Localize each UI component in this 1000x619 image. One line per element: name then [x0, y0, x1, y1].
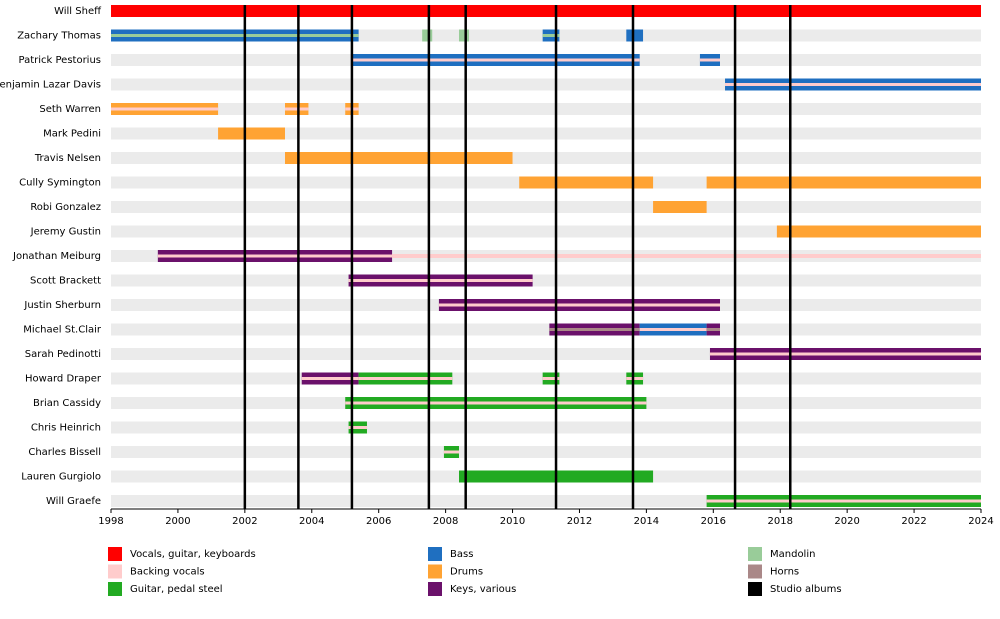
- x-tick-label: 2002: [232, 516, 257, 527]
- member-label: Travis Nelsen: [34, 153, 101, 164]
- legend-label: Bass: [450, 549, 473, 560]
- period-stripe: [725, 83, 981, 86]
- period-bar: [519, 176, 654, 189]
- member-label: Mark Pedini: [43, 129, 101, 140]
- x-tick-label: 1998: [98, 516, 123, 527]
- period-stripe: [542, 377, 560, 380]
- period-stripe: [111, 107, 219, 111]
- member-label: Sarah Pedinotti: [25, 349, 101, 360]
- row-band: [111, 274, 981, 287]
- period-bar: [653, 201, 707, 213]
- row-band: [111, 127, 981, 140]
- x-tick-label: 2000: [165, 516, 190, 527]
- period-stripe: [639, 328, 707, 331]
- period-stripe: [542, 34, 560, 37]
- x-tick-label: 2004: [299, 516, 324, 527]
- period-stripe: [438, 303, 720, 307]
- member-label: Scott Brackett: [30, 276, 101, 287]
- period-stripe: [301, 377, 359, 380]
- member-label: Lauren Gurgiolo: [21, 472, 101, 483]
- legend-swatch: [428, 547, 442, 561]
- legend-label: Drums: [450, 567, 483, 578]
- member-label: Charles Bissell: [28, 447, 101, 458]
- period-stripe: [351, 58, 640, 62]
- period-stripe: [709, 352, 981, 356]
- legend-swatch: [748, 547, 762, 561]
- legend-label: Horns: [770, 567, 799, 578]
- member-label: Michael St.Clair: [23, 325, 102, 336]
- member-label: Robi Gonzalez: [30, 202, 101, 213]
- x-tick-label: 2014: [634, 516, 659, 527]
- row-band: [111, 152, 981, 164]
- period-stripe: [157, 254, 393, 258]
- legend-swatch: [428, 564, 442, 579]
- period-bar: [776, 225, 981, 238]
- x-tick-label: 2006: [366, 516, 391, 527]
- row-band: [111, 446, 981, 458]
- member-label: Seth Warren: [39, 104, 101, 115]
- row-band: [111, 225, 981, 238]
- period-bar: [706, 176, 981, 189]
- period-bar: [459, 29, 470, 42]
- member-label: Zachary Thomas: [17, 31, 101, 42]
- row-band: [111, 323, 981, 336]
- row-band: [111, 201, 981, 213]
- period-stripe: [549, 328, 640, 331]
- member-label: Justin Sherburn: [23, 300, 101, 311]
- period-stripe: [443, 450, 459, 454]
- member-label: Jonathan Meiburg: [12, 251, 101, 262]
- x-tick-label: 2024: [968, 516, 993, 527]
- legend-swatch: [108, 582, 122, 596]
- period-bar: [422, 29, 433, 42]
- legend-swatch: [748, 564, 762, 579]
- period-stripe: [626, 377, 644, 380]
- legend-swatch: [428, 582, 442, 596]
- legend-swatch: [108, 547, 122, 561]
- legend-label: Mandolin: [770, 549, 815, 560]
- legend-label: Vocals, guitar, keyboards: [130, 549, 256, 560]
- member-label: Patrick Pestorius: [19, 55, 102, 66]
- legend-swatch: [748, 582, 762, 596]
- period-stripe: [111, 34, 359, 37]
- x-tick-label: 2012: [567, 516, 592, 527]
- period-stripe: [348, 426, 367, 429]
- period-stripe: [706, 499, 981, 503]
- member-label: Will Sheff: [54, 6, 102, 17]
- member-label: Benjamin Lazar Davis: [0, 80, 101, 91]
- member-label: Howard Draper: [25, 374, 102, 385]
- legend-label: Keys, various: [450, 584, 516, 595]
- period-bar: [626, 29, 644, 42]
- row-band: [111, 421, 981, 434]
- period-stripe: [285, 107, 309, 111]
- period-stripe: [345, 401, 647, 405]
- member-label: Chris Heinrich: [31, 423, 101, 434]
- legend-swatch: [108, 564, 122, 579]
- period-bar: [218, 127, 285, 140]
- legend-label: Backing vocals: [130, 567, 205, 578]
- period-stripe: [706, 328, 720, 331]
- member-label: Jeremy Gustin: [30, 227, 101, 238]
- period-bar: [392, 254, 982, 258]
- row-band: [111, 103, 981, 115]
- period-stripe: [358, 377, 453, 380]
- x-tick-label: 2020: [834, 516, 859, 527]
- period-bar: [111, 5, 981, 17]
- period-stripe: [699, 58, 720, 62]
- period-bar: [285, 152, 513, 164]
- x-tick-label: 2016: [701, 516, 726, 527]
- legend-label: Guitar, pedal steel: [130, 584, 223, 595]
- x-tick-label: 2008: [433, 516, 458, 527]
- x-tick-label: 2010: [500, 516, 525, 527]
- period-stripe: [348, 279, 533, 282]
- member-label: Cully Symington: [19, 178, 101, 189]
- member-label: Will Graefe: [46, 496, 101, 507]
- member-label: Brian Cassidy: [33, 398, 101, 409]
- x-tick-label: 2022: [901, 516, 926, 527]
- x-tick-label: 2018: [768, 516, 793, 527]
- legend-label: Studio albums: [770, 584, 842, 595]
